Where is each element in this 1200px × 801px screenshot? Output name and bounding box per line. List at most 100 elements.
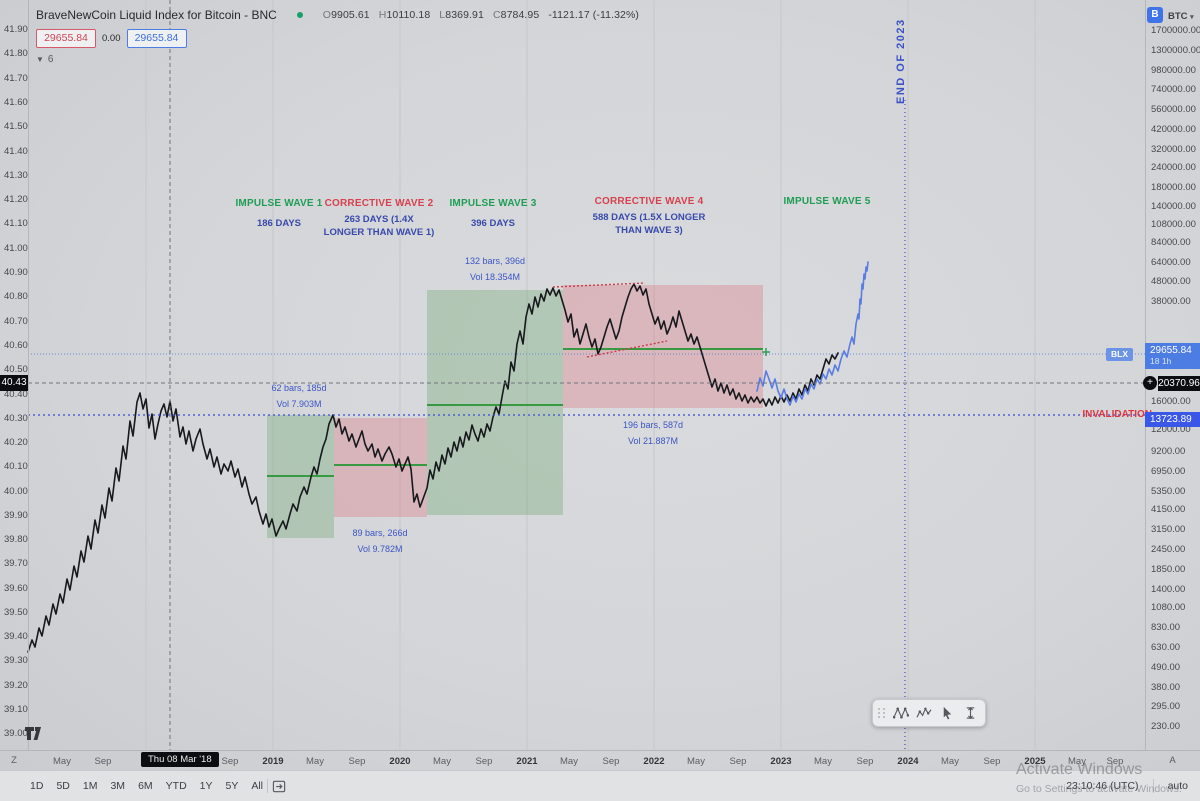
- price-tick: 41.10: [4, 218, 28, 229]
- price-tick: 6950.00: [1151, 466, 1186, 477]
- wave5-annotation: IMPULSE WAVE 5: [766, 196, 888, 207]
- time-tick: May: [1068, 756, 1086, 767]
- date-price-range-icon[interactable]: [960, 703, 980, 723]
- spread-value: 0.00: [102, 33, 121, 44]
- crosshair-date-label: Thu 08 Mar '18: [141, 752, 219, 767]
- range-button-1d[interactable]: 1D: [30, 780, 44, 792]
- time-tick: 2021: [516, 756, 538, 767]
- price-tick: 39.20: [4, 680, 28, 691]
- time-tick: May: [687, 756, 705, 767]
- time-tick: 2025: [1024, 756, 1046, 767]
- timezone-corner[interactable]: Z: [11, 755, 17, 766]
- range-button-5y[interactable]: 5Y: [225, 780, 239, 792]
- series-tag: BLX: [1106, 348, 1133, 361]
- wave1-stats: 62 bars, 185d Vol 7.903M: [271, 383, 327, 409]
- time-tick: Sep: [94, 756, 112, 767]
- time-tick: Sep: [1106, 756, 1124, 767]
- chevron-down-icon: ▾: [1190, 14, 1194, 21]
- wave2-title: CORRECTIVE WAVE 2: [324, 198, 434, 209]
- price-tick: 380.00: [1151, 682, 1181, 693]
- crosshair-price-label-left: 40.43: [0, 375, 28, 391]
- range-button-6m[interactable]: 6M: [138, 780, 153, 792]
- time-tick: May: [53, 756, 71, 767]
- price-tick: 12000.00: [1151, 424, 1191, 435]
- time-tick: May: [941, 756, 959, 767]
- price-tick: 39.50: [4, 607, 28, 618]
- time-axis[interactable]: May Sep Sep 2019 May Sep 2020 May Sep 2021 May Sep 2…: [0, 750, 1200, 771]
- sell-price-button[interactable]: 29655.84: [36, 29, 96, 48]
- price-tick: 41.00: [4, 243, 28, 254]
- price-tick: 140000.00: [1151, 201, 1196, 212]
- market-status-icon: [296, 12, 303, 18]
- auto-fit-corner[interactable]: A: [1169, 755, 1176, 766]
- divider: [1152, 779, 1154, 793]
- price-tick: 41.20: [4, 194, 28, 205]
- price-tick: 39.80: [4, 534, 28, 545]
- price-chart-svg: [27, 0, 1145, 750]
- cursor-icon[interactable]: [937, 703, 957, 723]
- price-tick: 490.00: [1151, 662, 1181, 673]
- indicators-collapse[interactable]: ▼ 6: [36, 54, 639, 65]
- add-alert-icon[interactable]: +: [1143, 376, 1157, 390]
- price-tick: 1850.00: [1151, 564, 1186, 575]
- bar-countdown: 18 1h: [1150, 355, 1172, 366]
- scale-currency-dropdown[interactable]: BTC ▾: [1168, 11, 1194, 22]
- price-tick: 230.00: [1151, 721, 1181, 732]
- wave3-annotation: IMPULSE WAVE 3 396 DAYS: [432, 198, 554, 231]
- tradingview-logo[interactable]: [24, 724, 43, 746]
- price-tick: 2450.00: [1151, 544, 1186, 555]
- range-button-1y[interactable]: 1Y: [199, 780, 213, 792]
- blx-logo-icon[interactable]: B: [1147, 7, 1163, 23]
- range-button-ytd[interactable]: YTD: [165, 780, 187, 792]
- price-tick: 39.70: [4, 558, 28, 569]
- price-tick: 40.30: [4, 413, 28, 424]
- elliott-wave-icon[interactable]: [914, 703, 934, 723]
- right-price-axis[interactable]: 1700000.00 1300000.00 980000.00 740000.00 56…: [1145, 0, 1200, 750]
- chart-canvas[interactable]: [27, 0, 1145, 750]
- time-tick: 2022: [643, 756, 665, 767]
- price-tick: 830.00: [1151, 622, 1181, 633]
- go-to-date-icon[interactable]: [272, 779, 287, 794]
- clock-utc[interactable]: 23:10:46 (UTC): [1066, 780, 1139, 792]
- wave1-annotation: IMPULSE WAVE 1 186 DAYS: [218, 198, 340, 231]
- price-tick: 180000.00: [1151, 182, 1196, 193]
- auto-scale-toggle[interactable]: auto: [1167, 780, 1188, 792]
- symbol-title[interactable]: BraveNewCoin Liquid Index for Bitcoin - …: [36, 8, 277, 22]
- wave2-stats: 89 bars, 266d Vol 9.782M: [352, 528, 408, 554]
- price-tick: 740000.00: [1151, 84, 1196, 95]
- wave1-days: 186 DAYS: [256, 218, 301, 229]
- range-button-1m[interactable]: 1M: [82, 780, 98, 792]
- time-tick: Sep: [348, 756, 366, 767]
- time-tick: Sep: [729, 756, 747, 767]
- price-tick: 40.70: [4, 316, 28, 327]
- floating-drawing-toolbar[interactable]: [872, 699, 986, 727]
- range-button-3m[interactable]: 3M: [110, 780, 126, 792]
- price-tick: 9200.00: [1151, 446, 1186, 457]
- range-button-all[interactable]: All: [251, 780, 264, 792]
- price-tick: 41.80: [4, 48, 28, 59]
- bottom-toolbar: 1D 5D 1M 3M 6M YTD 1Y 5Y All 23:10:46 (UTC) auto: [0, 770, 1200, 801]
- wave5-title: IMPULSE WAVE 5: [783, 196, 871, 207]
- price-tick: 1300000.00: [1151, 45, 1200, 56]
- drag-handle[interactable]: [878, 708, 886, 718]
- price-tick: 560000.00: [1151, 104, 1196, 115]
- price-tick: 41.60: [4, 97, 28, 108]
- price-tick: 40.20: [4, 437, 28, 448]
- ohlc-readout: O9905.61 H10110.18 L8369.91 C8784.95 -11…: [322, 9, 640, 21]
- price-tick: 39.00: [4, 728, 28, 739]
- divider: [267, 779, 269, 793]
- buy-price-button[interactable]: 29655.84: [126, 29, 187, 48]
- price-tick: 39.30: [4, 655, 28, 666]
- time-tick: 2024: [897, 756, 919, 767]
- time-tick: Sep: [602, 756, 620, 767]
- wave4-days: 588 DAYS (1.5X LONGER THAN WAVE 3): [592, 212, 706, 236]
- time-tick: May: [433, 756, 451, 767]
- price-tick: 40.40: [4, 389, 28, 400]
- range-button-5d[interactable]: 5D: [56, 780, 70, 792]
- left-price-axis[interactable]: 41.90 41.80 41.70 41.60 41.50 41.40 41.30 41.20…: [0, 0, 29, 750]
- date-range-switcher: 1D 5D 1M 3M 6M YTD 1Y 5Y All: [30, 780, 263, 792]
- price-tick: 41.90: [4, 24, 28, 35]
- time-tick: Sep: [475, 756, 493, 767]
- xabcd-pattern-icon[interactable]: [891, 703, 911, 723]
